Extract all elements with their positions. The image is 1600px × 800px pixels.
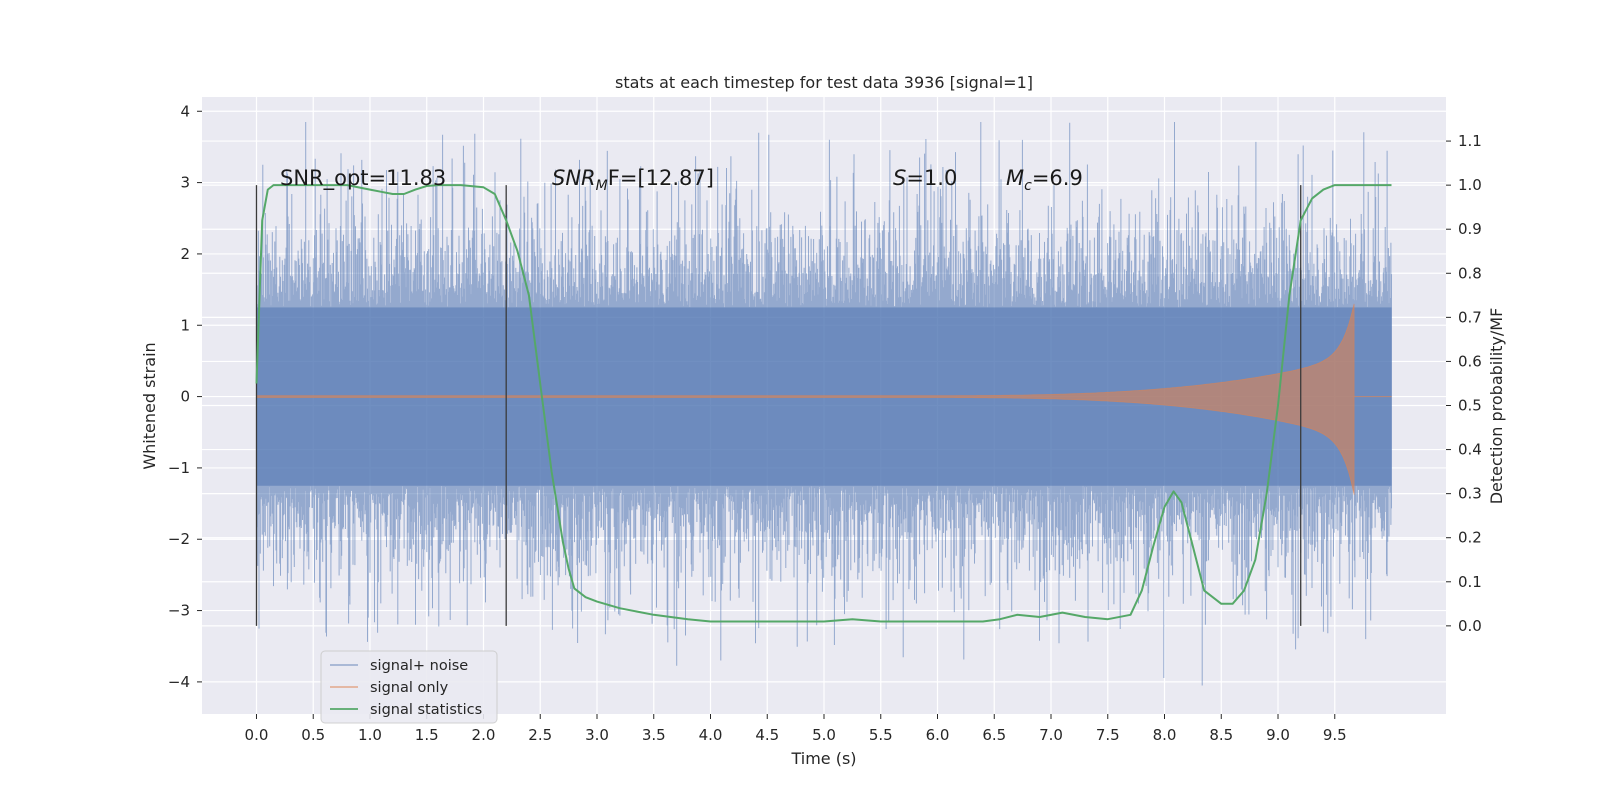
legend-label-stats: signal statistics [370,702,482,718]
legend-label-noise: signal+ noise [370,658,468,674]
y-left-tick-label-6: −2 [168,530,190,548]
x-tick-label-8: 4.0 [699,726,723,744]
y-left-axis-title: Whitened strain [140,342,159,469]
plot-data-area [255,122,1392,686]
y-left-tick-label-2: 2 [180,245,190,263]
annotation-s: S=1.0 [893,166,957,190]
stats-line [255,184,1392,623]
x-tick-label-11: 5.5 [869,726,893,744]
y-right-axis-ticks: 1.1 1.0 0.9 0.8 0.7 0.6 0.5 0.4 0.3 0.2 0.1 0.0 [1446,132,1482,635]
series-signal-statistics [255,184,1392,623]
y-left-tick-label-4: 0 [180,388,190,406]
annotation-snr-mf: SNRMF=[12.87] [552,166,714,194]
x-tick-label-7: 3.5 [642,726,666,744]
y-left-tick-label-3: 1 [180,316,190,334]
x-tick-label-1: 0.5 [301,726,325,744]
x-tick-label-12: 6.0 [926,726,950,744]
y-right-tick-label-4: 0.7 [1458,308,1482,326]
legend: signal+ noise signal only signal statist… [320,650,498,724]
legend-label-signal: signal only [370,680,449,696]
chart-title: stats at each timestep for test data 393… [615,73,1033,92]
x-tick-label-2: 1.0 [358,726,382,744]
y-left-tick-label-8: −4 [168,673,190,691]
x-tick-label-17: 8.5 [1209,726,1233,744]
x-axis-ticks: 0.0 0.5 1.0 1.5 2.0 2.5 3.0 3.5 4.0 4.5 5.0 5.5 6.0 6… [245,714,1347,744]
y-left-axis-ticks: 4 3 2 1 0 −1 −2 −3 −4 [168,102,202,691]
y-right-tick-label-0: 1.1 [1458,132,1482,150]
x-tick-label-13: 6.5 [982,726,1006,744]
x-tick-label-18: 9.0 [1266,726,1290,744]
x-tick-label-9: 4.5 [755,726,779,744]
x-tick-label-6: 3.0 [585,726,609,744]
y-left-tick-label-0: 4 [180,102,190,120]
y-right-tick-label-5: 0.6 [1458,352,1482,370]
y-right-tick-label-6: 0.5 [1458,397,1482,415]
x-tick-label-5: 2.5 [528,726,552,744]
x-tick-label-0: 0.0 [245,726,269,744]
signal-chirp [256,303,1355,495]
y-right-tick-label-8: 0.3 [1458,485,1482,503]
y-right-axis-title: Detection probability/MF [1487,308,1506,505]
x-tick-label-15: 7.5 [1096,726,1120,744]
y-right-tick-label-10: 0.1 [1458,573,1482,591]
x-tick-label-4: 2.0 [472,726,496,744]
y-left-tick-label-1: 3 [180,174,190,192]
annotation-mc: Mc=6.9 [1006,166,1083,194]
x-tick-label-19: 9.5 [1323,726,1347,744]
y-left-tick-label-7: −3 [168,602,190,620]
y-left-tick-label-5: −1 [168,459,190,477]
x-tick-label-10: 5.0 [812,726,836,744]
y-right-tick-label-3: 0.8 [1458,264,1482,282]
y-right-tick-label-1: 1.0 [1458,176,1482,194]
legend-box [320,650,498,724]
vertical-markers [255,185,1302,626]
y-right-tick-label-11: 0.0 [1458,617,1482,635]
series-signal-only [256,303,1392,495]
x-tick-label-14: 7.0 [1039,726,1063,744]
x-tick-label-16: 8.0 [1153,726,1177,744]
y-right-tick-label-2: 0.9 [1458,220,1482,238]
annotation-snr-opt: SNR_opt=11.83 [280,166,446,191]
x-axis-title: Time (s) [790,749,856,768]
annotations: SNR_opt=11.83 SNRMF=[12.87] S=1.0 Mc=6.9 [280,166,1083,194]
y-right-tick-label-9: 0.2 [1458,529,1482,547]
y-right-tick-label-7: 0.4 [1458,441,1482,459]
x-tick-label-3: 1.5 [415,726,439,744]
